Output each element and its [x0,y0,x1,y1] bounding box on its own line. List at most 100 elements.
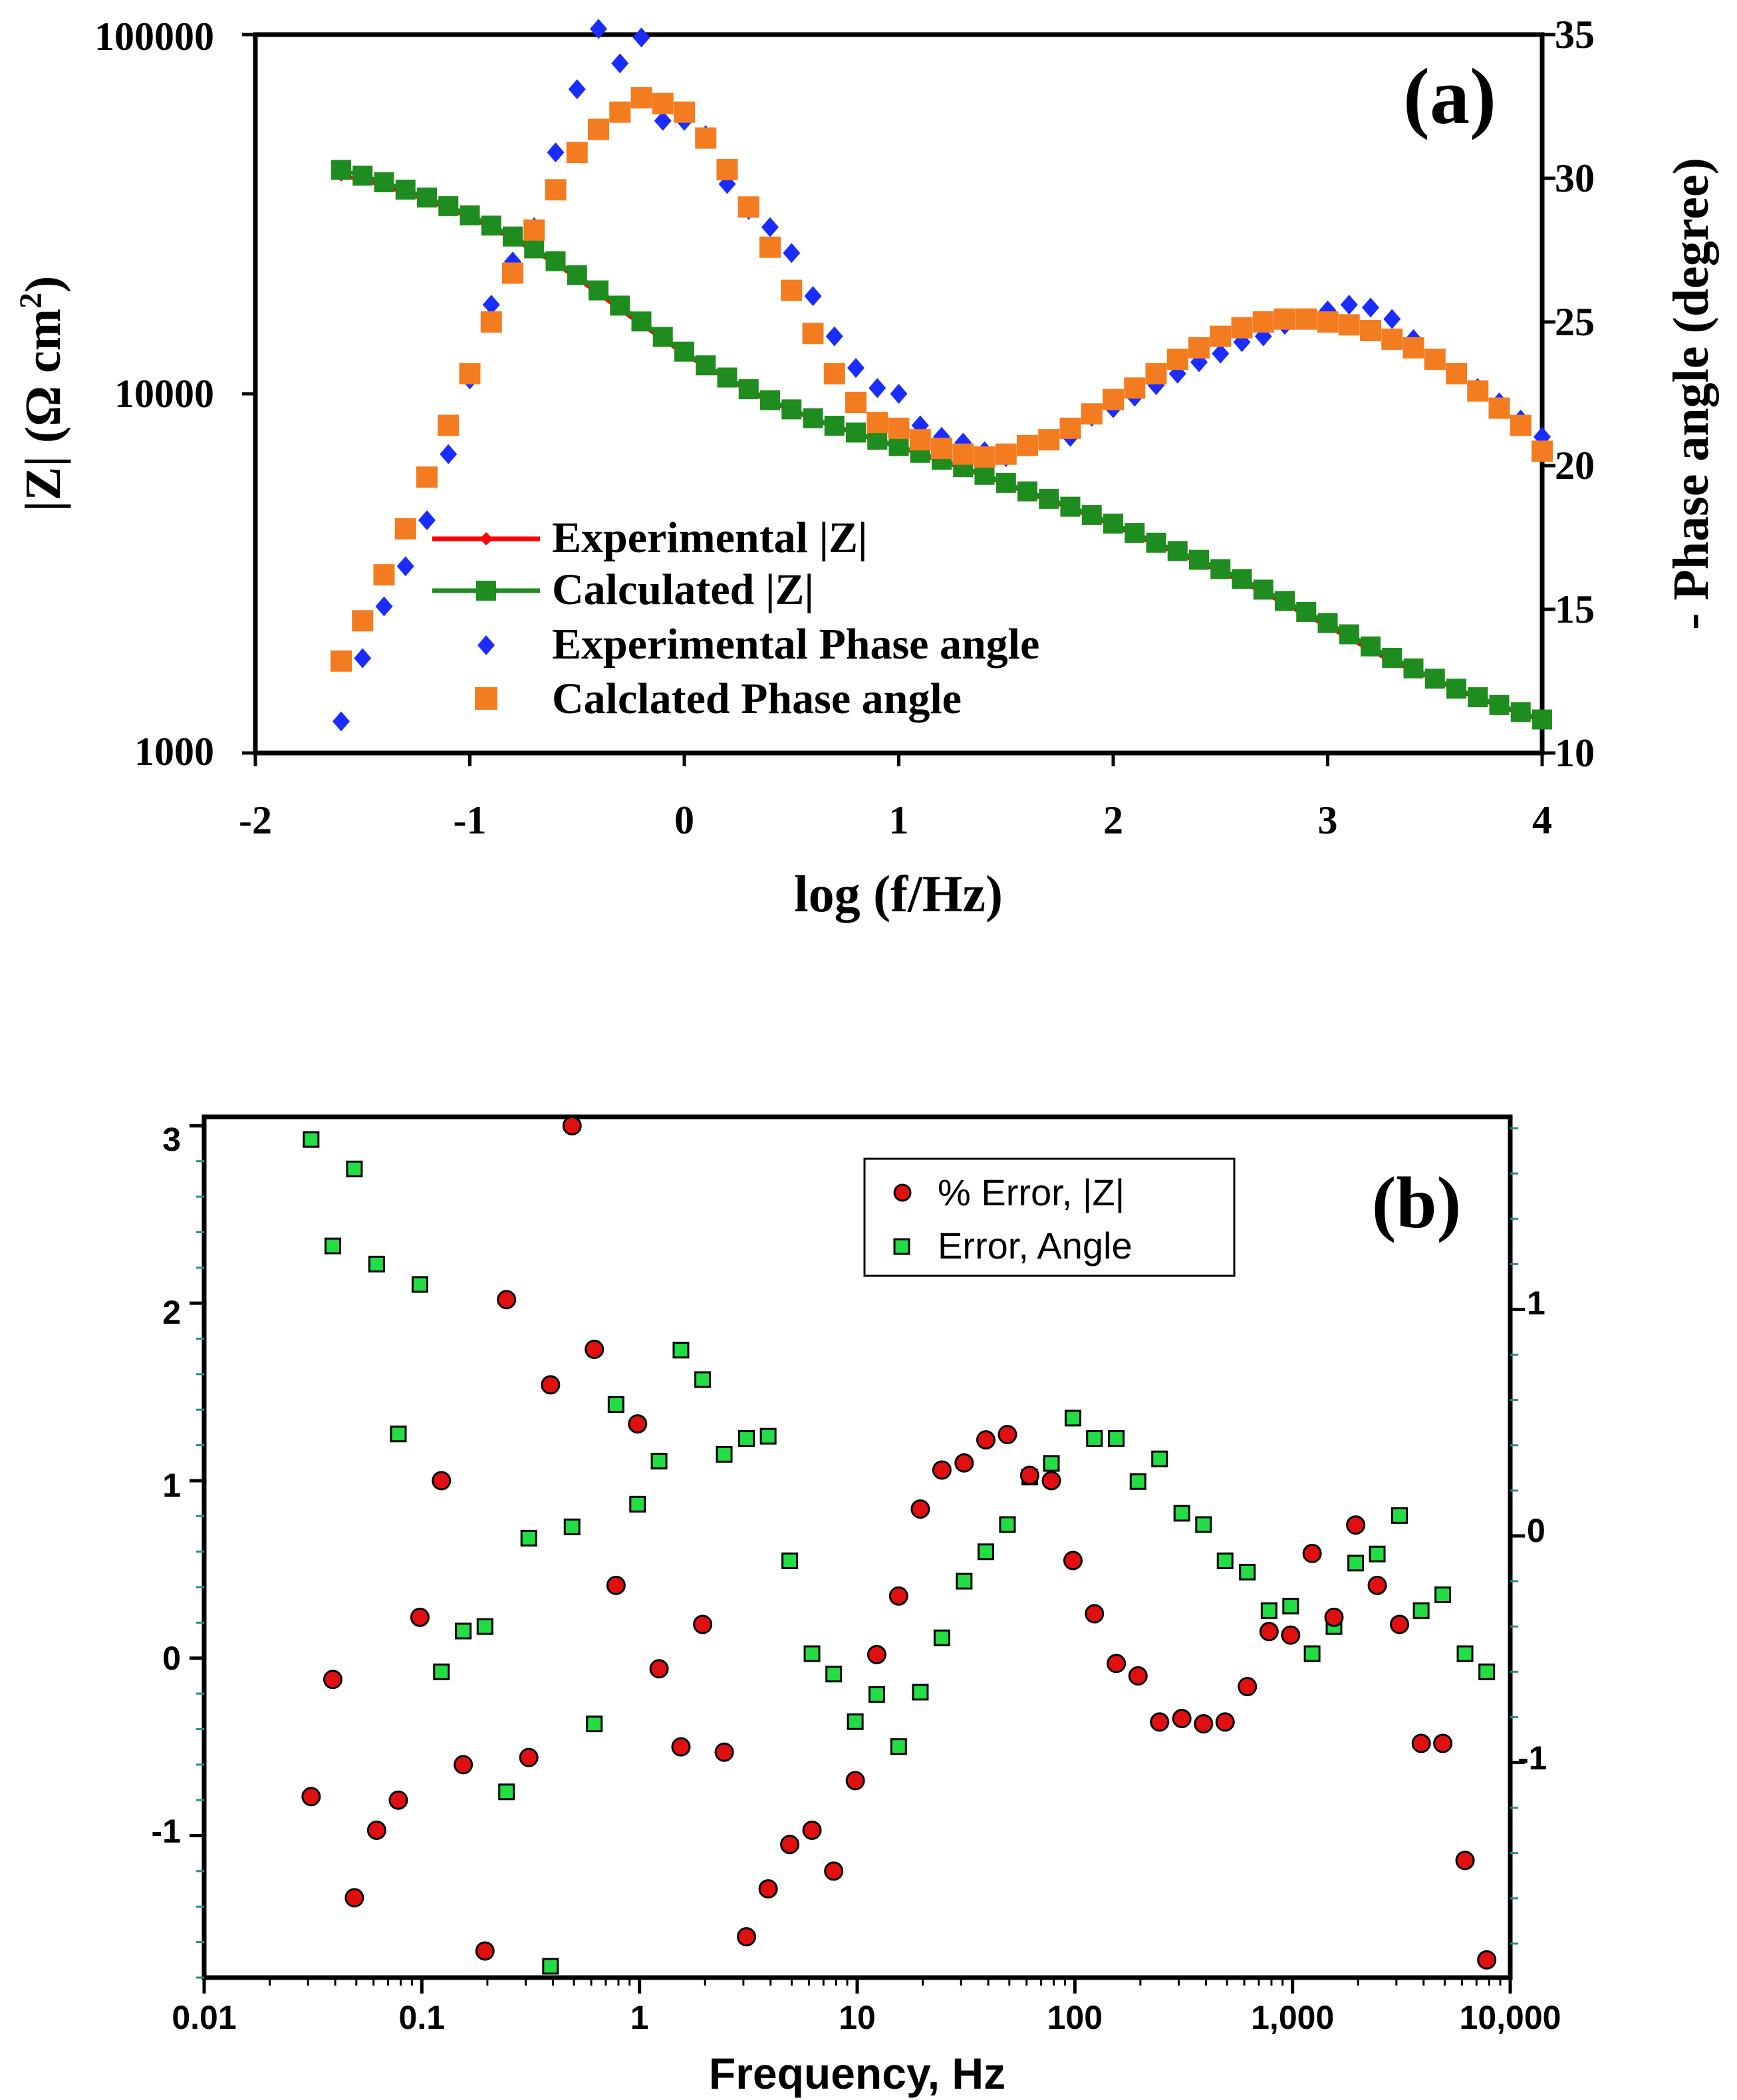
a-xtick-label: 2 [1103,798,1123,842]
calc-z-point [888,436,909,456]
b-xtick-label: 1,000 [1251,1999,1334,2036]
exp-phase-point [1340,295,1358,315]
error-angle-point [868,1686,885,1703]
error-z-point [1324,1607,1344,1627]
calc-z-point [781,399,802,420]
exp-phase-point [1383,309,1401,329]
calc-z-point [331,160,351,180]
calc-phase-point [1488,397,1510,419]
a-legend-label: Experimental |Z| [552,514,868,562]
a-ytick-right-label: 20 [1555,444,1595,488]
calc-phase-point [909,429,931,451]
error-z-point [845,1771,865,1791]
calc-phase-point [974,446,996,468]
error-z-point [1281,1625,1301,1645]
calc-z-point [545,251,566,271]
error-angle-point [1064,1410,1081,1427]
exp-phase-point [783,243,801,263]
calc-phase-point [1210,325,1232,347]
error-z-point [1172,1708,1192,1728]
error-angle-point [694,1371,712,1388]
a-ytick-left-label: 10000 [114,372,214,416]
error-z-point [976,1430,996,1450]
b-legend-err-angle-marker [893,1238,910,1255]
calc-z-point [846,422,866,443]
calc-phase-point [995,443,1017,465]
calc-z-point [717,367,737,388]
calc-phase-point [888,417,910,439]
error-angle-point [1478,1663,1496,1680]
calc-phase-point [1381,328,1403,350]
b-legend-item: % Error, |Z| [893,1171,1125,1213]
exp-phase-point [547,142,565,163]
b-xtick-label: 100 [1047,1999,1103,2036]
error-angle-point [781,1552,799,1569]
a-ytick-left-label: 100000 [94,15,214,59]
calc-phase-point [630,87,652,109]
error-angle-point [1412,1602,1430,1619]
calc-phase-point [352,610,374,632]
calc-z-point [824,415,845,436]
calc-phase-point [609,101,631,123]
error-angle-point [390,1425,407,1443]
b-legend: % Error, |Z| Error, Angle [863,1157,1236,1277]
error-angle-point [1347,1555,1365,1572]
error-z-point [1215,1712,1235,1732]
calc-phase-point [480,311,502,333]
calc-z-point [481,216,501,236]
b-legend-label: % Error, |Z| [938,1171,1125,1213]
error-z-point [1194,1714,1214,1733]
error-angle-point [716,1445,733,1463]
calc-z-point [760,390,780,410]
b-xtick-label: 10 [839,1999,876,2036]
error-angle-point [1173,1505,1190,1522]
calc-z-point [438,196,459,216]
b-legend-box [863,1157,1236,1277]
error-z-point [693,1614,713,1634]
b-ytick-left-label: 1 [162,1467,181,1504]
error-z-point [758,1879,778,1899]
exp-phase-point [804,286,822,307]
error-angle-point [847,1713,864,1730]
calc-phase-point [845,391,867,413]
error-z-point [541,1375,561,1395]
calc-z-point [589,280,608,301]
error-z-point [606,1575,626,1595]
error-angle-point [803,1645,821,1662]
b-legend-err-z-marker [893,1183,912,1202]
error-angle-point [411,1276,428,1293]
a-y-axis-right-title: - Phase angle (degree) [1663,158,1719,630]
error-angle-point [1043,1455,1060,1472]
error-angle-point [303,1131,320,1148]
calc-phase-point [1317,311,1339,333]
b-legend-item: Error, Angle [893,1225,1133,1267]
calc-z-point [652,327,673,347]
calc-phase-point [823,363,845,384]
exp-phase-point [418,510,436,531]
error-angle-point [368,1255,385,1273]
a-legend: Experimental |Z| Calculated |Z| Experime… [432,514,1039,723]
exp-phase-point [890,384,908,404]
a-legend-calc-z-marker [476,581,496,601]
calc-z-point [1446,678,1466,699]
a-ylabel-close: ) [15,276,71,293]
error-z-point [932,1460,952,1480]
calc-phase-point [1467,380,1489,402]
calc-z-point [974,464,995,485]
calc-z-point [1103,514,1123,534]
calc-phase-point [1038,429,1060,451]
error-angle-point [759,1427,777,1445]
b-ytick-right-label: 1 [1527,1284,1545,1322]
calc-z-point [674,341,694,362]
error-angle-point [542,1958,559,1975]
error-z-point [998,1425,1017,1445]
error-angle-point [498,1783,515,1801]
error-angle-point [1303,1645,1321,1662]
calc-phase-point [1446,363,1467,384]
calc-phase-point [1081,403,1103,425]
error-angle-point [1195,1516,1212,1533]
a-ytick-right-label: 30 [1555,156,1595,200]
panel-b-series [301,1116,1497,1975]
calc-phase-point [1145,363,1167,384]
a-ytick-right-label: 25 [1555,300,1595,344]
